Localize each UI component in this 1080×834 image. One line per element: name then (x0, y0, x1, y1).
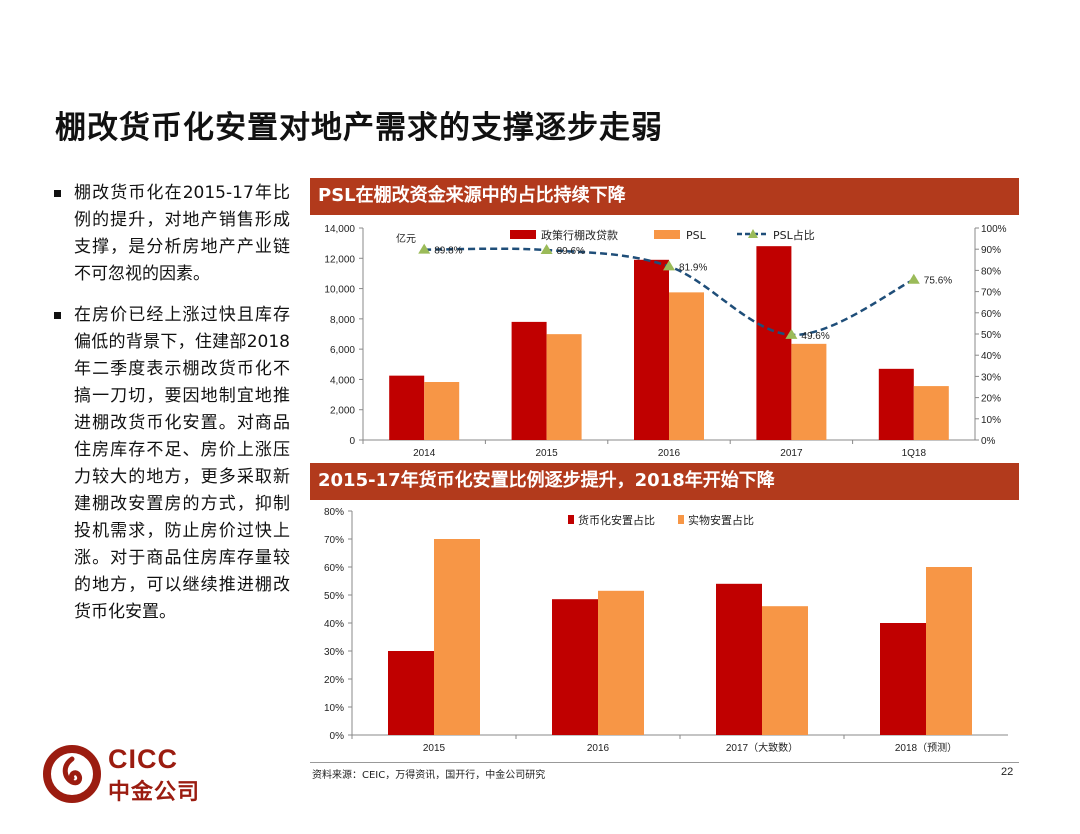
chart1-bar-psl (913, 386, 949, 440)
chart1-data-label: 49.6% (801, 331, 829, 342)
chart2-legend-label: 货币化安置占比 (578, 513, 655, 527)
chart1-bar-policy-loan (511, 321, 547, 440)
chart2-bar-physical (598, 590, 644, 735)
bullet-item: 棚改货币化在2015-17年比例的提升，对地产销售形成支撑，是分析房地产产业链不… (54, 180, 290, 288)
chart1-legend-swatch-psl (654, 230, 680, 239)
logo-text-en: CICC (108, 744, 178, 774)
chart1-y2-tick-label: 30% (981, 372, 1001, 383)
page-number: 22 (1001, 766, 1014, 778)
square-bullet-icon (54, 190, 61, 197)
chart2-x-tick-label: 2016 (587, 743, 610, 754)
chart2-bar-physical (434, 539, 480, 735)
footer-divider (310, 762, 1019, 763)
chart1-x-tick-label: 2017 (780, 448, 803, 459)
chart1-legend-label: PSL (686, 229, 707, 242)
chart1-y2-tick-label: 70% (981, 288, 1001, 299)
chart2-y-tick-label: 10% (324, 703, 344, 714)
chart1-y-tick-label: 4,000 (330, 375, 355, 386)
chart2-bar-monetized (388, 651, 434, 735)
square-bullet-icon (54, 312, 61, 319)
chart2-bar-physical (926, 567, 972, 735)
chart1-y2-tick-label: 100% (981, 224, 1007, 235)
chart2-y-tick-label: 50% (324, 591, 344, 602)
chart2-y-tick-label: 0% (330, 731, 345, 742)
chart1-x-tick-label: 1Q18 (902, 448, 927, 459)
chart1-data-label: 89.6% (557, 246, 585, 257)
chart1-legend-label: PSL占比 (773, 228, 815, 242)
chart1-title: PSL在棚改资金来源中的占比持续下降 (310, 178, 1019, 215)
chart1-y2-tick-label: 50% (981, 330, 1001, 341)
chart1-marker-psl-ratio (785, 328, 798, 339)
page-title: 棚改货币化安置对地产需求的支撑逐步走弱 (55, 110, 663, 146)
chart1-y2-tick-label: 60% (981, 309, 1001, 320)
chart1-y2-tick-label: 10% (981, 415, 1001, 426)
chart2-x-tick-label: 2015 (423, 743, 446, 754)
chart1-legend-swatch-policy-loan (510, 230, 536, 239)
chart1-y-tick-label: 10,000 (324, 285, 355, 296)
chart1-y2-tick-label: 90% (981, 245, 1001, 256)
chart1-y2-tick-label: 0% (981, 436, 996, 447)
chart1-marker-psl-ratio (907, 273, 920, 284)
chart1-data-label: 89.8% (434, 246, 462, 257)
chart1-y-tick-label: 14,000 (324, 224, 355, 235)
chart1-bar-policy-loan (878, 368, 914, 440)
chart1-bar-psl (791, 343, 827, 440)
chart2-legend-swatch-physical (678, 515, 684, 524)
chart1-x-tick-label: 2015 (535, 448, 558, 459)
chart1-y-tick-label: 0 (349, 436, 355, 447)
chart1-y-tick-label: 6,000 (330, 345, 355, 356)
cicc-logo: CICC 中金公司 (42, 744, 202, 805)
chart1-x-tick-label: 2014 (413, 448, 436, 459)
chart1-bar-policy-loan (389, 375, 425, 440)
bullet-text: 在房价已经上涨过快且库存偏低的背景下，住建部2018年二季度表示棚改货币化不搞一… (74, 305, 290, 622)
chart1-legend-label: 政策行棚改贷款 (541, 228, 618, 242)
chart1-marker-psl-ratio (663, 260, 675, 271)
logo-text-cn: 中金公司 (108, 780, 201, 805)
chart2-legend-label: 实物安置占比 (688, 513, 754, 527)
chart1-marker-psl-ratio (418, 243, 431, 254)
bullet-item: 在房价已经上涨过快且库存偏低的背景下，住建部2018年二季度表示棚改货币化不搞一… (54, 302, 290, 626)
chart2-y-tick-label: 60% (324, 563, 344, 574)
chart2-bar-monetized (716, 583, 762, 735)
chart1-y-tick-label: 2,000 (330, 406, 355, 417)
chart2-y-tick-label: 30% (324, 647, 344, 658)
chart1-bar-psl (669, 292, 704, 440)
chart1-bar-psl (424, 382, 460, 440)
chart2-bar-monetized (880, 623, 926, 735)
chart2-legend-swatch-monetized (568, 515, 574, 524)
chart1-data-label: 81.9% (679, 262, 707, 273)
chart1-legend-marker (748, 229, 758, 238)
chart1-bar-psl (546, 334, 582, 440)
cicc-logo-icon (43, 745, 101, 803)
chart2-y-tick-label: 20% (324, 675, 344, 686)
chart1-y2-tick-label: 40% (981, 351, 1001, 362)
chart2-bar-monetized (552, 599, 598, 735)
source-note: 资料来源：CEIC，万得资讯，国开行，中金公司研究 (312, 770, 546, 781)
bullet-list: 棚改货币化在2015-17年比例的提升，对地产销售形成支撑，是分析房地产产业链不… (54, 180, 290, 640)
chart2-bar-physical (762, 606, 808, 735)
chart2-y-tick-label: 70% (324, 535, 344, 546)
chart1-bar-policy-loan (756, 246, 792, 440)
chart1-y-unit: 亿元 (396, 232, 416, 245)
bullet-text: 棚改货币化在2015-17年比例的提升，对地产销售形成支撑，是分析房地产产业链不… (74, 183, 290, 284)
chart2-x-tick-label: 2018（预测） (895, 741, 957, 754)
chart1-y2-tick-label: 80% (981, 266, 1001, 277)
chart1-y-tick-label: 12,000 (324, 254, 355, 265)
chart1-y-tick-label: 8,000 (330, 315, 355, 326)
chart1-marker-psl-ratio (540, 244, 553, 255)
chart1-data-label: 75.6% (924, 276, 952, 287)
chart2-y-tick-label: 40% (324, 619, 344, 630)
chart2-x-tick-label: 2017（大致数） (726, 741, 798, 754)
chart1-bar-policy-loan (634, 259, 669, 440)
chart1-y2-tick-label: 20% (981, 394, 1001, 405)
chart2-title: 2015-17年货币化安置比例逐步提升，2018年开始下降 (310, 463, 1019, 500)
chart1-x-tick-label: 2016 (658, 448, 681, 459)
chart2-y-tick-label: 80% (324, 507, 344, 518)
